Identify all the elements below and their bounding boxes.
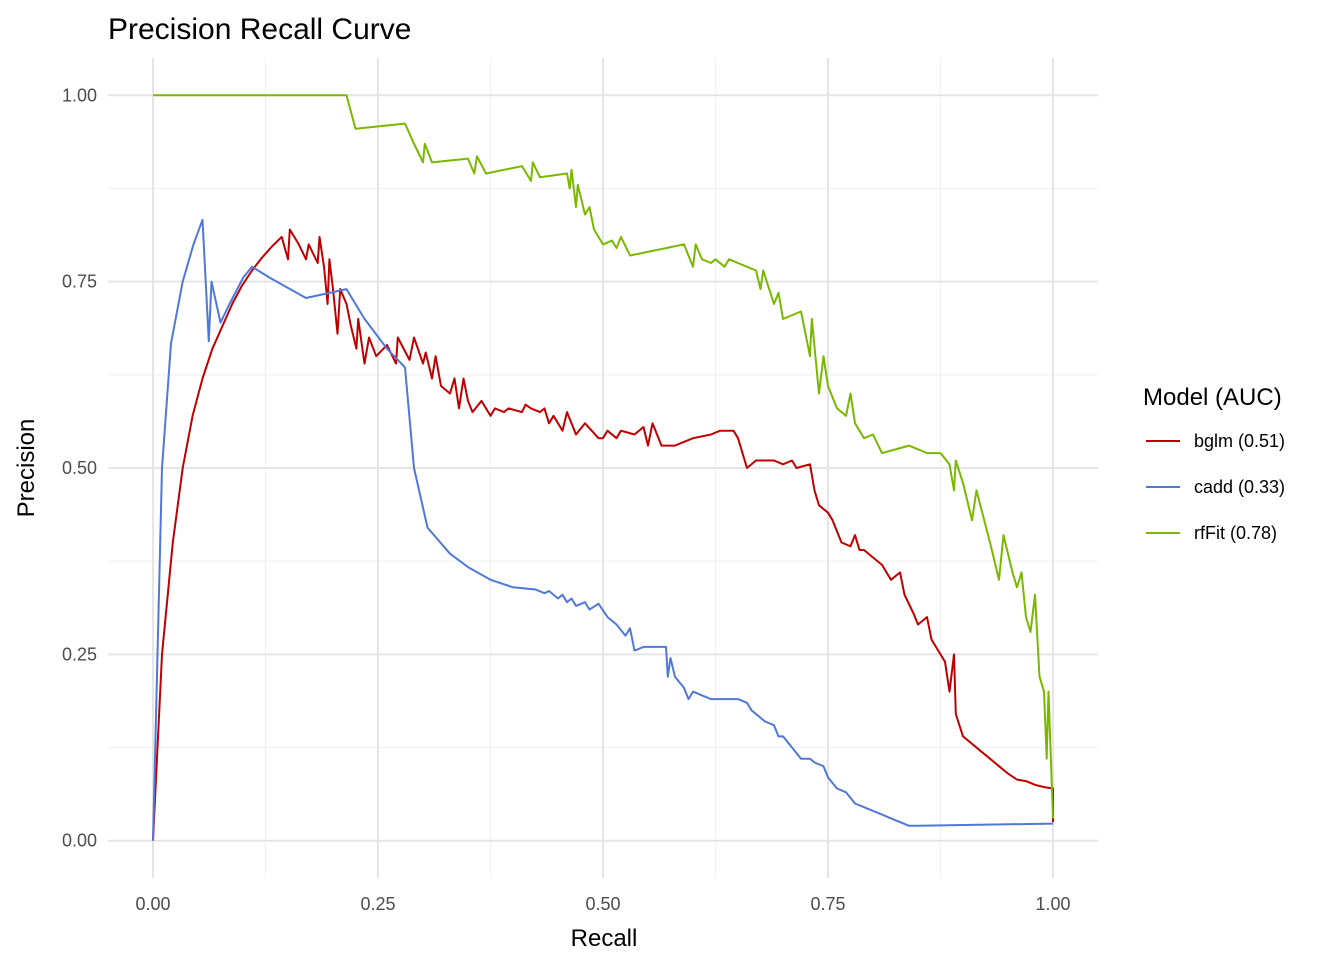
legend-label-bglm: bglm (0.51)	[1194, 431, 1285, 451]
series-line-rfFit	[153, 94, 1054, 819]
series-line-cadd	[152, 218, 1054, 841]
series-group	[152, 94, 1054, 841]
x-axis: 0.00 0.25 0.50 0.75 1.00	[135, 894, 1070, 914]
x-axis-title: Recall	[571, 925, 638, 952]
x-tick-label: 0.00	[135, 894, 170, 914]
y-tick-label: 0.50	[62, 458, 97, 478]
legend: Model (AUC) bglm (0.51) cadd (0.33) rfFit …	[1143, 384, 1285, 543]
chart-title: Precision Recall Curve	[108, 13, 411, 46]
y-axis-title: Precision	[13, 419, 40, 518]
x-tick-label: 0.50	[585, 894, 620, 914]
x-tick-label: 0.75	[810, 894, 845, 914]
x-tick-label: 1.00	[1035, 894, 1070, 914]
legend-label-cadd: cadd (0.33)	[1194, 477, 1285, 497]
y-tick-label: 0.25	[62, 644, 97, 664]
series-line-bglm	[152, 228, 1054, 841]
grid	[108, 58, 1098, 878]
legend-label-rfFit: rfFit (0.78)	[1194, 523, 1277, 543]
y-tick-label: 0.00	[62, 831, 97, 851]
legend-title: Model (AUC)	[1143, 384, 1282, 411]
y-axis: 0.00 0.25 0.50 0.75 1.00	[62, 85, 97, 850]
y-tick-label: 0.75	[62, 272, 97, 292]
y-tick-label: 1.00	[62, 85, 97, 105]
x-tick-label: 0.25	[360, 894, 395, 914]
